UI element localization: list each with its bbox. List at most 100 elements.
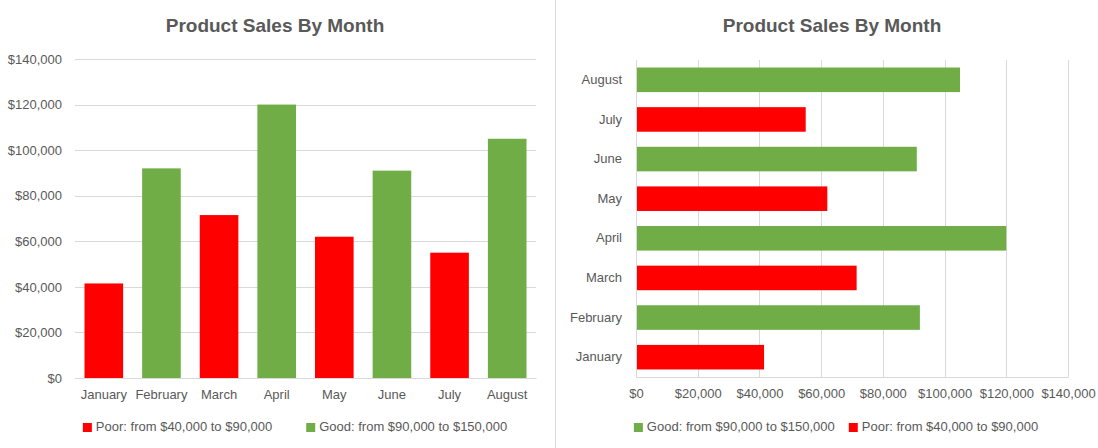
chart-title: Product Sales By Month — [723, 15, 942, 36]
bar — [315, 237, 354, 378]
legend-swatch — [83, 423, 92, 432]
tick: $40,000 — [736, 377, 783, 401]
tick: June — [378, 378, 406, 402]
legend-swatch — [634, 423, 643, 432]
tick: January — [81, 378, 128, 402]
bar — [636, 107, 806, 132]
tick: $80,000 — [860, 377, 907, 401]
legend-swatch — [849, 423, 858, 432]
legend-swatch — [306, 423, 315, 432]
bar — [636, 226, 1006, 251]
tick: $140,000 — [1041, 377, 1095, 401]
tick-label: May — [322, 387, 347, 402]
bar — [636, 266, 857, 291]
x-axis: $0 $20,000 $40,000 $60,000 $80,000 $100,000 $1… — [629, 377, 1095, 401]
bar — [636, 68, 960, 93]
legend-label: Good: from $90,000 to $150,000 — [319, 419, 507, 434]
tick-label: January — [81, 387, 128, 402]
tick: July — [438, 378, 462, 402]
grid-line — [636, 60, 637, 377]
axis-line — [637, 377, 1069, 378]
tick: $100,000 — [918, 377, 972, 401]
bar — [636, 345, 764, 370]
legend-label: Good: from $90,000 to $150,000 — [647, 419, 835, 434]
tick: August — [487, 378, 528, 402]
y-axis: $0 $20,000 $40,000 $60,000 $80,000 $100,000 $1… — [8, 52, 76, 386]
tick-label: January — [576, 349, 623, 364]
tick-label: July — [438, 387, 462, 402]
tick-label: $20,000 — [675, 386, 722, 401]
grid-line — [1068, 60, 1069, 377]
tick: $20,000 — [15, 325, 75, 340]
tick: February — [570, 310, 636, 325]
legend-item: Good: from $90,000 to $150,000 — [306, 419, 507, 434]
tick-label: $100,000 — [8, 143, 62, 158]
tick-label: $60,000 — [798, 386, 845, 401]
bar — [142, 168, 181, 378]
panel-separator — [555, 0, 556, 448]
bar — [257, 105, 296, 378]
tick: July — [599, 112, 636, 127]
tick-label: June — [594, 151, 622, 166]
tick-label: $140,000 — [8, 52, 62, 67]
tick: $140,000 — [8, 52, 75, 67]
tick: $100,000 — [8, 143, 75, 158]
tick-label: $20,000 — [15, 325, 62, 340]
bar — [636, 147, 917, 172]
tick: January — [576, 349, 636, 364]
tick: August — [582, 72, 636, 87]
tick: $40,000 — [15, 280, 75, 295]
tick-label: August — [487, 387, 528, 402]
chart: Product Sales By Month $0 $20,000 $40,000 $6… — [8, 15, 537, 434]
tick-label: August — [582, 72, 623, 87]
tick-label: $60,000 — [15, 234, 62, 249]
tick-label: $0 — [48, 371, 62, 386]
grid-line — [945, 60, 946, 377]
tick-label: $120,000 — [8, 97, 62, 112]
axis-line — [75, 60, 76, 379]
tick: $20,000 — [675, 377, 722, 401]
tick: $0 — [629, 377, 643, 401]
legend-item: Good: from $90,000 to $150,000 — [634, 419, 835, 434]
axis-line — [636, 61, 637, 378]
tick: $120,000 — [980, 377, 1034, 401]
tick-label: $80,000 — [15, 188, 62, 203]
tick-label: $100,000 — [918, 386, 972, 401]
tick: May — [322, 378, 347, 402]
legend-item: Poor: from $40,000 to $90,000 — [849, 419, 1038, 434]
tick-label: $0 — [629, 386, 643, 401]
grid-line — [1006, 60, 1007, 377]
tick: March — [201, 378, 237, 402]
tick: $60,000 — [798, 377, 845, 401]
bar — [488, 139, 527, 378]
bars — [85, 105, 527, 378]
tick-label: June — [378, 387, 406, 402]
tick: June — [594, 151, 636, 166]
legend-item: Poor: from $40,000 to $90,000 — [83, 419, 272, 434]
chart: Product Sales By Month $0 $20,000 $40,000 $6… — [570, 15, 1096, 434]
tick-label: $40,000 — [15, 280, 62, 295]
grid — [75, 60, 536, 379]
bar — [85, 283, 124, 378]
chart-canvas: Product Sales By Month $0 $20,000 $40,000 $6… — [0, 0, 1098, 448]
grid-line — [75, 105, 536, 106]
tick: May — [597, 191, 636, 206]
tick-label: $80,000 — [860, 386, 907, 401]
tick: April — [264, 378, 290, 402]
tick: February — [135, 378, 188, 402]
chart-title: Product Sales By Month — [166, 15, 385, 36]
bar — [373, 171, 412, 378]
legend-label: Poor: from $40,000 to $90,000 — [862, 419, 1038, 434]
tick-label: March — [201, 387, 237, 402]
tick: $120,000 — [8, 97, 75, 112]
tick-label: February — [135, 387, 188, 402]
tick: March — [586, 270, 636, 285]
axis-line — [76, 378, 537, 379]
tick-label: July — [599, 112, 623, 127]
legend-label: Poor: from $40,000 to $90,000 — [96, 419, 272, 434]
tick-label: February — [570, 310, 623, 325]
grid — [637, 60, 1069, 377]
grid-line — [75, 59, 536, 60]
y-axis: JanuaryFebruaryMarchAprilMayJuneJulyAugu… — [570, 61, 637, 378]
tick-label: $40,000 — [736, 386, 783, 401]
